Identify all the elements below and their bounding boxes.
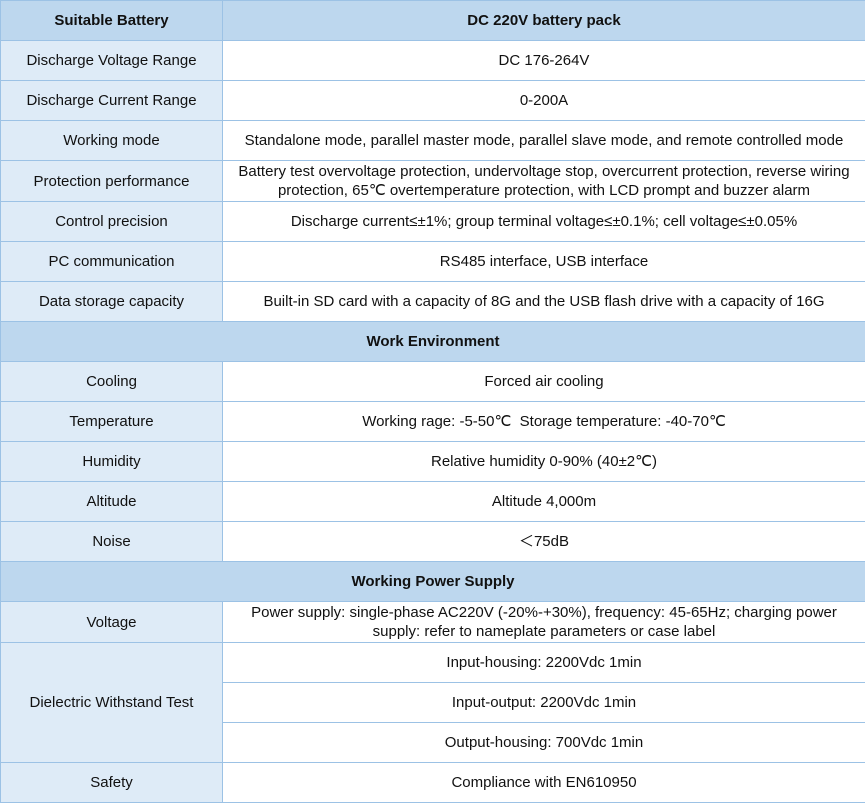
- row-value-temperature: Working rage: -5-50℃ Storage temperature…: [223, 402, 865, 442]
- row-value-input-output: Input-output: 2200Vdc 1min: [223, 683, 865, 723]
- table-row: Protection performance Battery test over…: [1, 161, 865, 202]
- table-row: Working mode Standalone mode, parallel m…: [1, 121, 865, 161]
- row-value-humidity: Relative humidity 0-90% (40±2℃): [223, 442, 865, 482]
- row-value-working-mode: Standalone mode, parallel master mode, p…: [223, 121, 865, 161]
- row-value-pc-communication: RS485 interface, USB interface: [223, 242, 865, 282]
- row-label-working-mode: Working mode: [1, 121, 223, 161]
- row-value-output-housing: Output-housing: 700Vdc 1min: [223, 723, 865, 763]
- table-row: Dielectric Withstand Test Input-housing:…: [1, 643, 865, 683]
- table-row: Discharge Voltage Range DC 176-264V: [1, 41, 865, 81]
- row-label-altitude: Altitude: [1, 482, 223, 522]
- row-value-data-storage-capacity: Built-in SD card with a capacity of 8G a…: [223, 282, 865, 322]
- row-value-voltage: Power supply: single-phase AC220V (-20%-…: [223, 602, 865, 643]
- table-row: Altitude Altitude 4,000m: [1, 482, 865, 522]
- table-row: PC communication RS485 interface, USB in…: [1, 242, 865, 282]
- table-row: Voltage Power supply: single-phase AC220…: [1, 602, 865, 643]
- row-label-discharge-voltage-range: Discharge Voltage Range: [1, 41, 223, 81]
- table-row: Discharge Current Range 0-200A: [1, 81, 865, 121]
- row-value-control-precision: Discharge current≤±1%; group terminal vo…: [223, 202, 865, 242]
- row-value-safety: Compliance with EN610950: [223, 763, 865, 803]
- table-row: Data storage capacity Built-in SD card w…: [1, 282, 865, 322]
- row-label-discharge-current-range: Discharge Current Range: [1, 81, 223, 121]
- table-header-row: Suitable Battery DC 220V battery pack: [1, 1, 865, 41]
- row-label-protection-performance: Protection performance: [1, 161, 223, 202]
- header-label-suitable-battery: Suitable Battery: [1, 1, 223, 41]
- section-row: Work Environment: [1, 322, 865, 362]
- table-row: Control precision Discharge current≤±1%;…: [1, 202, 865, 242]
- row-label-cooling: Cooling: [1, 362, 223, 402]
- table-row: Temperature Working rage: -5-50℃ Storage…: [1, 402, 865, 442]
- row-label-temperature: Temperature: [1, 402, 223, 442]
- row-label-control-precision: Control precision: [1, 202, 223, 242]
- section-row: Working Power Supply: [1, 562, 865, 602]
- row-value-discharge-current-range: 0-200A: [223, 81, 865, 121]
- row-value-protection-performance: Battery test overvoltage protection, und…: [223, 161, 865, 202]
- header-value-battery-pack: DC 220V battery pack: [223, 1, 865, 41]
- row-value-altitude: Altitude 4,000m: [223, 482, 865, 522]
- row-value-input-housing: Input-housing: 2200Vdc 1min: [223, 643, 865, 683]
- row-value-noise: ＜75dB: [223, 522, 865, 562]
- table-row: Noise ＜75dB: [1, 522, 865, 562]
- row-label-voltage: Voltage: [1, 602, 223, 643]
- row-label-pc-communication: PC communication: [1, 242, 223, 282]
- row-value-cooling: Forced air cooling: [223, 362, 865, 402]
- row-label-safety: Safety: [1, 763, 223, 803]
- row-label-dielectric-withstand-test: Dielectric Withstand Test: [1, 643, 223, 763]
- section-title-working-power-supply: Working Power Supply: [1, 562, 865, 602]
- table-row: Cooling Forced air cooling: [1, 362, 865, 402]
- row-label-humidity: Humidity: [1, 442, 223, 482]
- row-value-discharge-voltage-range: DC 176-264V: [223, 41, 865, 81]
- row-label-noise: Noise: [1, 522, 223, 562]
- row-label-data-storage-capacity: Data storage capacity: [1, 282, 223, 322]
- table-row: Safety Compliance with EN610950: [1, 763, 865, 803]
- table-row: Humidity Relative humidity 0-90% (40±2℃): [1, 442, 865, 482]
- section-title-work-environment: Work Environment: [1, 322, 865, 362]
